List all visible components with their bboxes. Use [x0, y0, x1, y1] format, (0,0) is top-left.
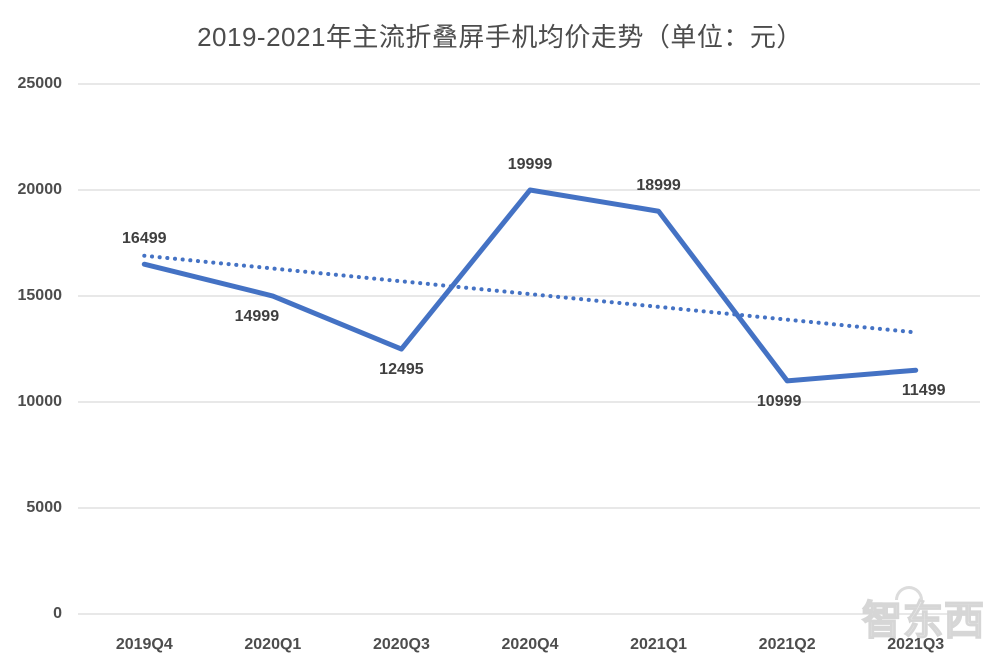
x-tick-label: 2019Q4 [115, 636, 173, 653]
data-point-label: 16499 [122, 230, 167, 248]
x-tick-label: 2020Q3 [372, 636, 430, 653]
gridlines [78, 83, 980, 615]
y-tick-label: 0 [53, 605, 62, 622]
watermark-arc-icon [895, 586, 923, 600]
y-tick-label: 25000 [17, 75, 63, 92]
data-point-label: 19999 [507, 156, 553, 174]
price-line-solid [141, 187, 919, 384]
watermark-text: 智东西 [861, 598, 985, 644]
x-tick-label: 2020Q1 [244, 636, 302, 653]
y-tick-label: 5000 [26, 499, 62, 516]
watermark-zhidongxi: 智东西 [861, 586, 992, 650]
data-point-label: 11499 [901, 382, 946, 400]
x-tick-label: 2020Q4 [501, 636, 559, 653]
x-tick-label: 2021Q2 [758, 636, 816, 653]
chart-title: 2019-2021年主流折叠屏手机均价走势（单位：元） [197, 22, 803, 52]
x-tick-label: 2021Q1 [630, 636, 688, 653]
data-point-label: 12495 [379, 361, 424, 379]
x-tick-label: 2021Q3 [887, 636, 945, 653]
y-tick-label: 20000 [17, 181, 63, 198]
data-point-label: 18999 [636, 177, 681, 195]
y-tick-label: 10000 [17, 393, 63, 410]
y-tick-label: 15000 [17, 287, 63, 304]
trendline-dotted [142, 253, 914, 335]
data-point-label: 14999 [234, 308, 280, 326]
data-point-label: 10999 [756, 392, 802, 410]
